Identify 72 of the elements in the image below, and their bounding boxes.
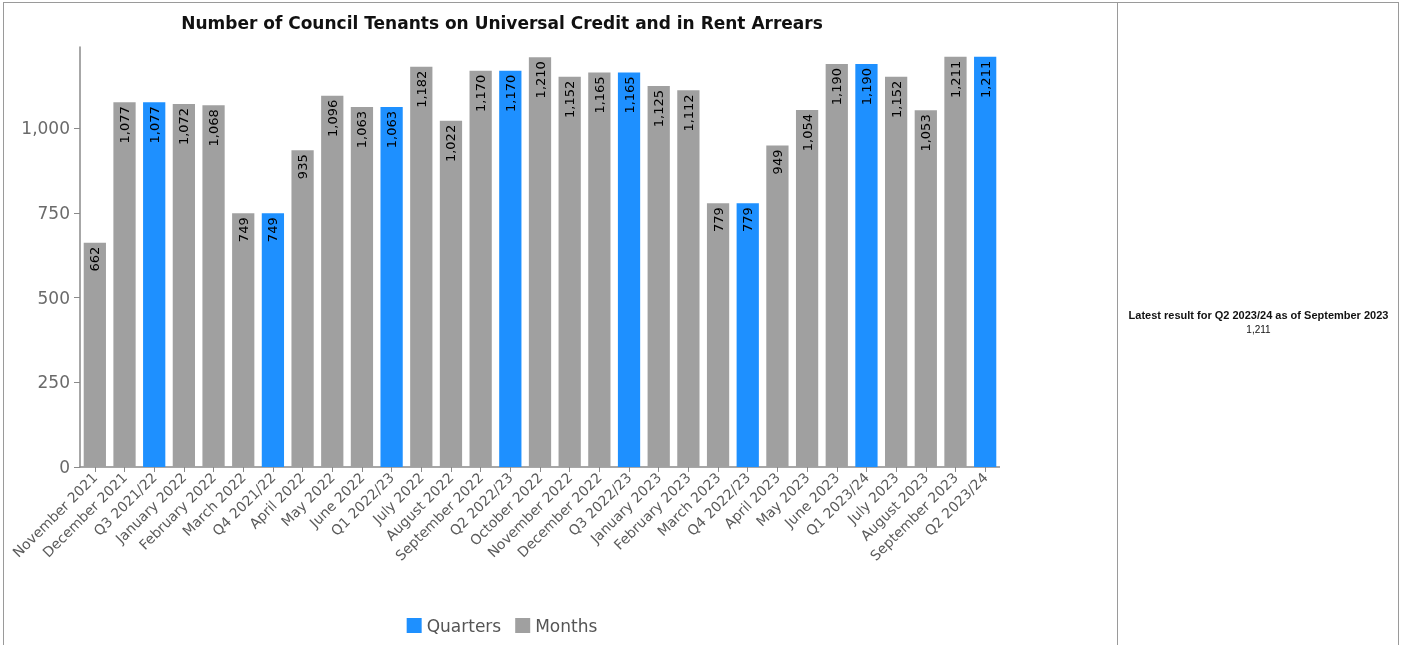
data-label: 662 — [87, 246, 103, 272]
text: Latest result for Q2 2023/24 as of September 2023 — [1128, 309, 1389, 321]
y-tick-label: 250 — [37, 372, 70, 393]
data-label: 1,165 — [621, 76, 637, 114]
bar — [350, 106, 374, 467]
bar — [202, 105, 225, 467]
bar — [617, 72, 641, 467]
data-label: 1,063 — [384, 110, 400, 149]
bar — [647, 85, 670, 467]
text: 1,211 — [1245, 324, 1272, 335]
data-label: 749 — [235, 217, 251, 243]
bar — [380, 106, 403, 467]
data-label: 749 — [265, 217, 281, 243]
data-label: 1,170 — [502, 74, 518, 112]
chart-title: Number of Council Tenants on Universal Credit and in Rent Arrears — [181, 12, 823, 33]
bar — [677, 90, 700, 467]
bar — [499, 70, 522, 467]
bar — [974, 56, 997, 467]
bar — [588, 72, 611, 467]
data-label: 1,063 — [354, 110, 370, 149]
bar — [321, 95, 344, 467]
data-label: 1,211 — [977, 60, 993, 99]
y-tick-label: 500 — [37, 287, 70, 308]
data-label: 1,152 — [562, 80, 578, 119]
data-label: 1,152 — [888, 80, 904, 119]
data-label: 779 — [710, 207, 726, 232]
bar — [410, 66, 433, 467]
bar — [736, 203, 759, 467]
data-label: 1,190 — [858, 67, 874, 106]
bar — [143, 102, 166, 467]
bar — [439, 120, 463, 467]
data-label: 949 — [769, 149, 785, 175]
data-label: 1,054 — [799, 114, 815, 152]
data-label: 779 — [740, 207, 756, 232]
legend-label: Months — [535, 615, 598, 636]
bar — [885, 76, 908, 467]
data-label: 1,190 — [829, 67, 845, 106]
data-label: 1,053 — [918, 114, 934, 152]
bar — [232, 213, 255, 467]
bar — [469, 70, 492, 467]
data-label: 1,077 — [146, 106, 162, 144]
bar — [172, 103, 195, 467]
data-label: 1,022 — [443, 124, 459, 163]
data-label: 1,077 — [117, 106, 133, 144]
bar — [944, 56, 967, 467]
bar — [766, 145, 789, 467]
bar — [795, 110, 819, 467]
data-label: 935 — [295, 154, 311, 180]
data-label: 1,112 — [680, 94, 696, 132]
data-label: 1,170 — [473, 74, 489, 112]
bar — [825, 63, 848, 467]
data-label: 1,068 — [206, 109, 222, 147]
y-tick-label: 0 — [59, 457, 70, 477]
bar — [528, 57, 552, 467]
data-label: 1,210 — [532, 61, 548, 99]
data-label: 1,182 — [413, 70, 429, 108]
bar — [291, 150, 314, 467]
y-tick-label: 1,000 — [21, 118, 70, 139]
legend-label: Quarters — [426, 615, 502, 636]
data-label: 1,072 — [176, 107, 192, 146]
bar — [914, 110, 937, 467]
data-label: 1,165 — [591, 76, 607, 114]
data-label: 1,096 — [324, 99, 340, 137]
bar — [113, 102, 136, 467]
y-tick-label: 750 — [37, 202, 70, 223]
bar — [261, 213, 285, 467]
bar — [83, 242, 106, 467]
data-label: 1,211 — [947, 60, 963, 99]
bar — [855, 63, 878, 467]
bar — [558, 76, 581, 467]
data-label: 1,125 — [651, 89, 667, 128]
bar — [706, 203, 730, 467]
